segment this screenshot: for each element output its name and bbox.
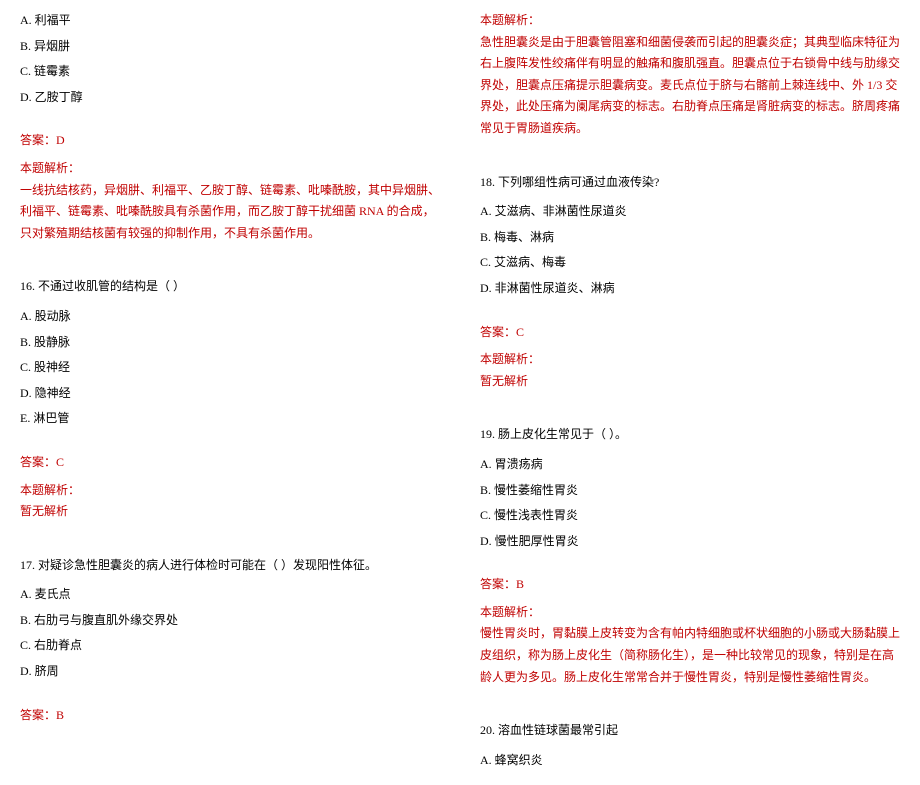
explain-title: 本题解析：: [480, 349, 900, 371]
question-title: 18. 下列哪组性病可通过血液传染?: [480, 172, 900, 194]
explain-body: 暂无解析: [480, 371, 900, 393]
option-text: C. 链霉素: [20, 61, 440, 83]
explain-body: 慢性胃炎时，胃黏膜上皮转变为含有帕内特细胞或杯状细胞的小肠或大肠黏膜上皮组织，称…: [480, 623, 900, 688]
question-title: 19. 肠上皮化生常见于（ ）。: [480, 424, 900, 446]
option-text: B. 异烟肼: [20, 36, 440, 58]
option-text: C. 右肋脊点: [20, 635, 440, 657]
answer-text: 答案：B: [480, 574, 900, 596]
explain-title: 本题解析：: [20, 158, 440, 180]
option-text: A. 利福平: [20, 10, 440, 32]
option-text: C. 股神经: [20, 357, 440, 379]
option-text: B. 股静脉: [20, 332, 440, 354]
option-text: C. 慢性浅表性胃炎: [480, 505, 900, 527]
explain-body: 暂无解析: [20, 501, 440, 523]
q16-block: 16. 不通过收肌管的结构是（ ） A. 股动脉 B. 股静脉 C. 股神经 D…: [20, 276, 440, 522]
explain-title: 本题解析：: [480, 10, 900, 32]
q19-block: 19. 肠上皮化生常见于（ ）。 A. 胃溃疡病 B. 慢性萎缩性胃炎 C. 慢…: [480, 424, 900, 688]
option-text: D. 乙胺丁醇: [20, 87, 440, 109]
question-title: 16. 不通过收肌管的结构是（ ）: [20, 276, 440, 298]
option-text: D. 脐周: [20, 661, 440, 683]
answer-text: 答案：C: [480, 322, 900, 344]
exam-page: A. 利福平 B. 异烟肼 C. 链霉素 D. 乙胺丁醇 答案：D 本题解析： …: [0, 0, 920, 785]
option-text: D. 隐神经: [20, 383, 440, 405]
option-text: A. 艾滋病、非淋菌性尿道炎: [480, 201, 900, 223]
option-text: D. 非淋菌性尿道炎、淋病: [480, 278, 900, 300]
explain-body: 一线抗结核药，异烟肼、利福平、乙胺丁醇、链霉素、吡嗪酰胺，其中异烟肼、利福平、链…: [20, 180, 440, 245]
option-text: A. 麦氏点: [20, 584, 440, 606]
left-column: A. 利福平 B. 异烟肼 C. 链霉素 D. 乙胺丁醇 答案：D 本题解析： …: [20, 10, 440, 775]
answer-text: 答案：C: [20, 452, 440, 474]
explain-title: 本题解析：: [20, 480, 440, 502]
option-text: D. 慢性肥厚性胃炎: [480, 531, 900, 553]
q18-block: 18. 下列哪组性病可通过血液传染? A. 艾滋病、非淋菌性尿道炎 B. 梅毒、…: [480, 172, 900, 393]
q17-explain-block: 本题解析： 急性胆囊炎是由于胆囊管阻塞和细菌侵袭而引起的胆囊炎症；其典型临床特征…: [480, 10, 900, 140]
option-text: A. 胃溃疡病: [480, 454, 900, 476]
option-text: B. 右肋弓与腹直肌外缘交界处: [20, 610, 440, 632]
right-column: 本题解析： 急性胆囊炎是由于胆囊管阻塞和细菌侵袭而引起的胆囊炎症；其典型临床特征…: [480, 10, 900, 775]
q17-block: 17. 对疑诊急性胆囊炎的病人进行体检时可能在（ ）发现阳性体征。 A. 麦氏点…: [20, 555, 440, 727]
answer-text: 答案：D: [20, 130, 440, 152]
option-text: B. 慢性萎缩性胃炎: [480, 480, 900, 502]
q20-block: 20. 溶血性链球菌最常引起 A. 蜂窝织炎: [480, 720, 900, 771]
question-title: 17. 对疑诊急性胆囊炎的病人进行体检时可能在（ ）发现阳性体征。: [20, 555, 440, 577]
explain-body: 急性胆囊炎是由于胆囊管阻塞和细菌侵袭而引起的胆囊炎症；其典型临床特征为右上腹阵发…: [480, 32, 900, 140]
option-text: A. 股动脉: [20, 306, 440, 328]
option-text: A. 蜂窝织炎: [480, 750, 900, 772]
option-text: B. 梅毒、淋病: [480, 227, 900, 249]
question-title: 20. 溶血性链球菌最常引起: [480, 720, 900, 742]
answer-text: 答案：B: [20, 705, 440, 727]
explain-title: 本题解析：: [480, 602, 900, 624]
q15-block: A. 利福平 B. 异烟肼 C. 链霉素 D. 乙胺丁醇 答案：D 本题解析： …: [20, 10, 440, 244]
option-text: E. 淋巴管: [20, 408, 440, 430]
option-text: C. 艾滋病、梅毒: [480, 252, 900, 274]
